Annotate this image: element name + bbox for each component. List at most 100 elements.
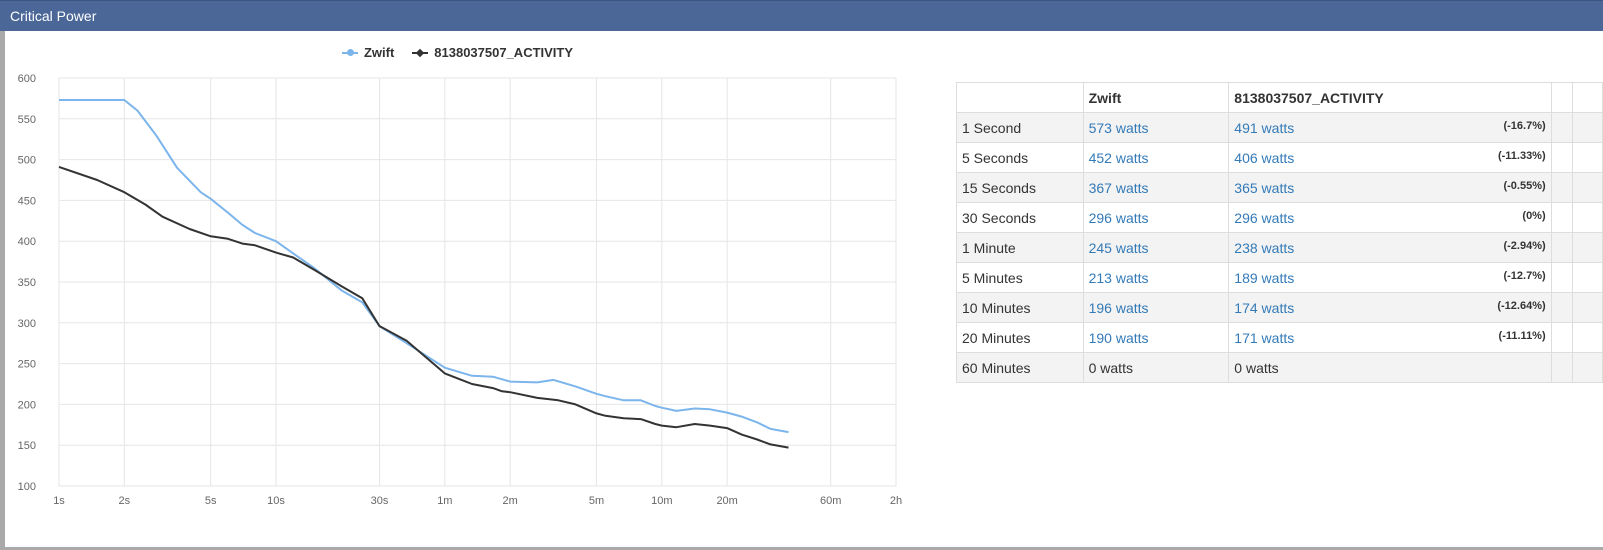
- table-cell: 491 watts (-16.7%): [1228, 112, 1552, 143]
- percent-difference: (-12.64%): [1497, 299, 1546, 312]
- table-cell: 5 Minutes: [956, 262, 1084, 293]
- x-tick-label: 2m: [503, 495, 518, 507]
- table-cell: 365 watts (-0.55%): [1228, 172, 1552, 203]
- table-cell: 174 watts (-12.64%): [1228, 292, 1552, 323]
- table-cell: 5 Seconds: [956, 142, 1084, 173]
- legend-label: Zwift: [363, 45, 395, 60]
- table-cell-empty: [1572, 202, 1603, 233]
- y-tick-label: 150: [18, 440, 36, 452]
- table-cell: 196 watts: [1082, 292, 1230, 323]
- table-cell-empty: [1572, 262, 1603, 293]
- x-tick-label: 5m: [589, 495, 604, 507]
- row-duration-label: 20 Minutes: [962, 329, 1031, 346]
- table-cell: 296 watts (0%): [1228, 202, 1552, 233]
- x-axis-ticks: 1s 2s 5s 10s 30s 1m 2m 5m 10m 20m 60m 2h: [53, 495, 902, 507]
- row-duration-label: 60 Minutes: [962, 359, 1031, 376]
- activity-watts-link[interactable]: 406 watts: [1234, 149, 1295, 166]
- y-tick-label: 100: [18, 481, 36, 493]
- table-cell-empty: [1550, 322, 1574, 353]
- table-row: 5 Minutes 213 watts 189 watts (-12.7%): [956, 262, 1603, 293]
- x-tick-label: 1s: [53, 495, 65, 507]
- y-tick-label: 450: [18, 195, 36, 207]
- legend-item-zwift[interactable]: Zwift: [341, 45, 395, 60]
- table-cell-empty: [1572, 292, 1603, 323]
- table-cell-empty: [1550, 142, 1574, 173]
- table-cell-empty: [1572, 112, 1603, 143]
- table-cell: 1 Minute: [956, 232, 1084, 263]
- row-duration-label: 15 Seconds: [962, 179, 1036, 196]
- table-cell-empty: [1550, 352, 1574, 383]
- table-cell-empty: [1550, 232, 1574, 263]
- table-cell: 238 watts (-2.94%): [1228, 232, 1552, 263]
- activity-watts-link[interactable]: 238 watts: [1234, 239, 1295, 256]
- table-cell-empty: [1572, 172, 1603, 203]
- percent-difference: (-16.7%): [1503, 119, 1546, 132]
- x-tick-label: 30s: [371, 495, 389, 507]
- table-header-activity: 8138037507_ACTIVITY: [1228, 82, 1552, 113]
- legend-item-activity[interactable]: 8138037507_ACTIVITY: [412, 45, 573, 60]
- panel-header: Critical Power: [0, 0, 1603, 31]
- y-tick-label: 550: [18, 114, 36, 126]
- zwift-watts-link[interactable]: 190 watts: [1088, 329, 1149, 346]
- table-cell: 171 watts (-11.11%): [1228, 322, 1552, 353]
- table-row: 15 Seconds 367 watts 365 watts (-0.55%): [956, 172, 1603, 203]
- table-cell: 1 Second: [956, 112, 1084, 143]
- table-cell-empty: [1572, 322, 1603, 353]
- percent-difference: (-11.11%): [1498, 329, 1546, 342]
- table-cell: 20 Minutes: [956, 322, 1084, 353]
- percent-difference: (0%): [1522, 209, 1546, 222]
- zwift-watts-link[interactable]: 367 watts: [1088, 179, 1149, 196]
- zwift-watts-link[interactable]: 573 watts: [1088, 119, 1149, 136]
- table-row: 10 Minutes 196 watts 174 watts (-12.64%): [956, 292, 1603, 323]
- table-row: 20 Minutes 190 watts 171 watts (-11.11%): [956, 322, 1603, 353]
- y-tick-label: 250: [18, 359, 36, 371]
- activity-watts-link[interactable]: 296 watts: [1234, 209, 1295, 226]
- table-cell: 367 watts: [1082, 172, 1230, 203]
- table-cell: 0 watts: [1082, 352, 1230, 383]
- zwift-watts-link[interactable]: 196 watts: [1088, 299, 1149, 316]
- row-duration-label: 1 Minute: [962, 239, 1016, 256]
- x-tick-label: 10m: [651, 495, 672, 507]
- activity-watts-link[interactable]: 171 watts: [1234, 329, 1295, 346]
- table-cell: 15 Seconds: [956, 172, 1084, 203]
- zwift-watts-link[interactable]: 296 watts: [1088, 209, 1149, 226]
- table-row: 1 Second 573 watts 491 watts (-16.7%): [956, 112, 1603, 143]
- table-cell-empty: [1550, 292, 1574, 323]
- table-cell: 30 Seconds: [956, 202, 1084, 233]
- table-header-extra: [1550, 82, 1574, 113]
- table-cell-empty: [1550, 262, 1574, 293]
- percent-difference: (-0.55%): [1503, 179, 1546, 192]
- row-duration-label: 10 Minutes: [962, 299, 1031, 316]
- zwift-watts-link[interactable]: 213 watts: [1088, 269, 1149, 286]
- x-tick-label: 5s: [205, 495, 217, 507]
- table-header-zwift: Zwift: [1082, 82, 1230, 113]
- x-tick-label: 2h: [890, 495, 902, 507]
- table-cell: 0 watts: [1228, 352, 1552, 383]
- table-row: 5 Seconds 452 watts 406 watts (-11.33%): [956, 142, 1603, 173]
- x-tick-label: 1m: [437, 495, 452, 507]
- critical-power-table: Zwift 8138037507_ACTIVITY 1 Second 573 wa…: [956, 82, 1603, 383]
- table-row: 60 Minutes 0 watts 0 watts: [956, 352, 1603, 383]
- table-cell: 452 watts: [1082, 142, 1230, 173]
- x-tick-label: 60m: [820, 495, 841, 507]
- y-tick-label: 600: [18, 73, 36, 85]
- activity-watts-link[interactable]: 189 watts: [1234, 269, 1295, 286]
- activity-watts-link[interactable]: 491 watts: [1234, 119, 1295, 136]
- y-axis-ticks: 100 150 200 250 300 350 400 450 500 550 600: [18, 73, 36, 493]
- zwift-watts-link[interactable]: 452 watts: [1088, 149, 1149, 166]
- table-cell: 10 Minutes: [956, 292, 1084, 323]
- diamond-marker-icon: [412, 47, 429, 59]
- activity-watts-link[interactable]: 365 watts: [1234, 179, 1295, 196]
- activity-watts-link[interactable]: 174 watts: [1234, 299, 1295, 316]
- row-duration-label: 30 Seconds: [962, 209, 1036, 226]
- table-cell-empty: [1572, 352, 1603, 383]
- window-left-border: [0, 0, 5, 550]
- table-cell: 189 watts (-12.7%): [1228, 262, 1552, 293]
- percent-difference: (-2.94%): [1503, 239, 1546, 252]
- zwift-watts-link: 0 watts: [1088, 359, 1133, 376]
- table-cell-empty: [1550, 172, 1574, 203]
- zwift-watts-link[interactable]: 245 watts: [1088, 239, 1149, 256]
- table-cell: 190 watts: [1082, 322, 1230, 353]
- table-row: 30 Seconds 296 watts 296 watts (0%): [956, 202, 1603, 233]
- x-tick-label: 2s: [119, 495, 131, 507]
